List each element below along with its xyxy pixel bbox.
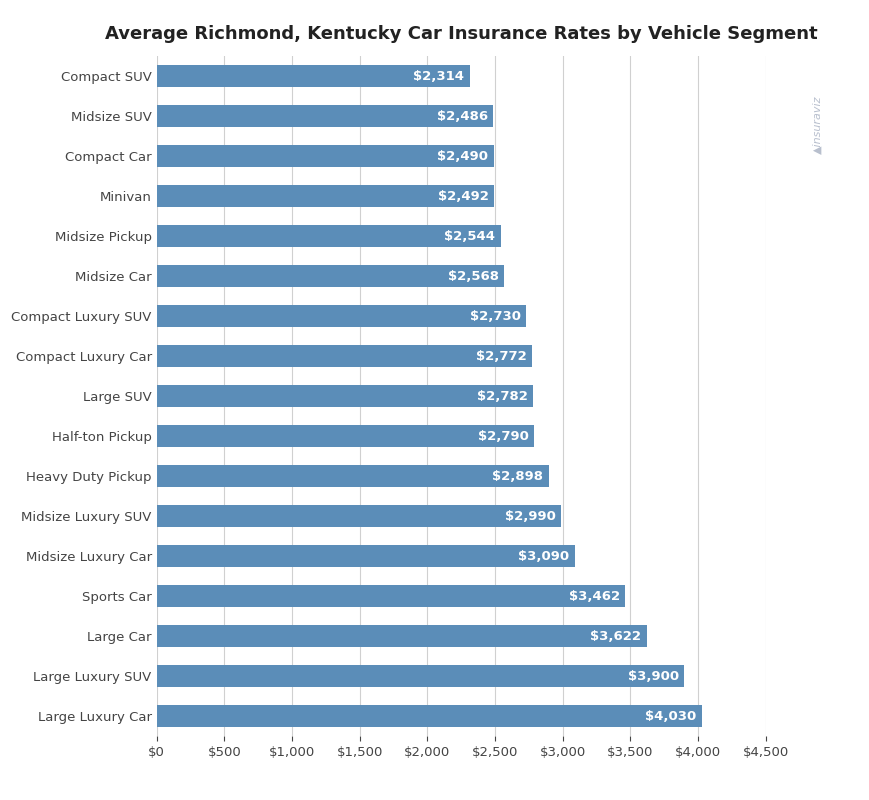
Text: $2,544: $2,544 (444, 230, 495, 242)
Text: $3,622: $3,622 (590, 630, 640, 642)
Bar (156, 345, 531, 367)
Text: $4,030: $4,030 (645, 710, 696, 722)
Bar (156, 385, 533, 407)
Text: $3,090: $3,090 (518, 550, 568, 562)
Text: $2,314: $2,314 (413, 70, 464, 82)
Bar (156, 145, 493, 167)
Bar (156, 265, 503, 287)
Text: $2,486: $2,486 (436, 110, 487, 122)
Text: $2,772: $2,772 (475, 350, 526, 362)
Title: Average Richmond, Kentucky Car Insurance Rates by Vehicle Segment: Average Richmond, Kentucky Car Insurance… (104, 26, 817, 43)
Bar (156, 465, 548, 487)
Text: $3,900: $3,900 (627, 670, 678, 682)
Bar (156, 105, 493, 127)
Text: $3,462: $3,462 (568, 590, 619, 602)
Text: ▲insuraviz: ▲insuraviz (812, 96, 821, 154)
Bar (156, 545, 574, 567)
Bar (156, 625, 646, 647)
Text: $2,568: $2,568 (448, 270, 498, 282)
Bar (156, 225, 501, 247)
Bar (156, 665, 684, 687)
Bar (156, 305, 526, 327)
Text: $2,492: $2,492 (437, 190, 488, 202)
Bar (156, 425, 534, 447)
Bar (156, 505, 561, 527)
Text: $2,782: $2,782 (476, 390, 527, 402)
Text: $2,730: $2,730 (469, 310, 520, 322)
Bar (156, 185, 494, 207)
Text: $2,490: $2,490 (436, 150, 488, 162)
Bar (156, 65, 469, 87)
Text: $2,790: $2,790 (477, 430, 528, 442)
Text: $2,990: $2,990 (504, 510, 555, 522)
Bar (156, 585, 625, 607)
Bar (156, 705, 701, 727)
Text: $2,898: $2,898 (492, 470, 543, 482)
